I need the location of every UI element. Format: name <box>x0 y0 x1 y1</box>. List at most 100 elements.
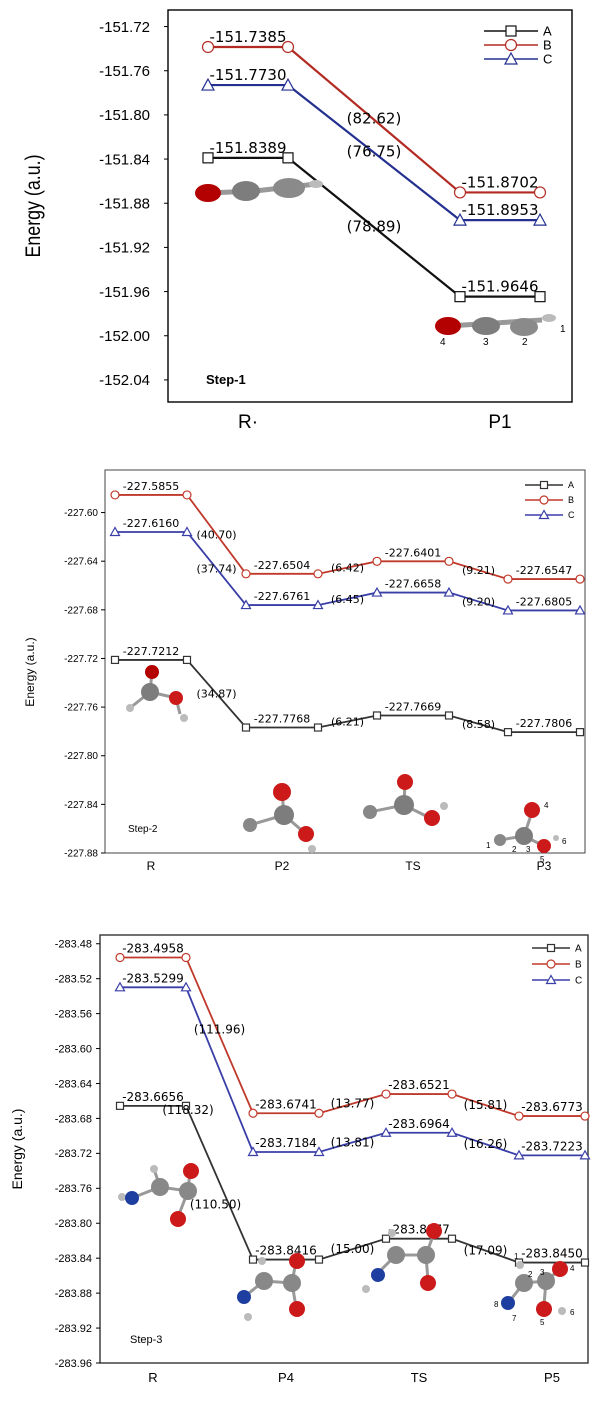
barrier-labels: (40.70) (37.74) (6.42) (6.45) (9.21) (9.20) (3… <box>196 528 495 730</box>
marker-circle <box>182 490 192 500</box>
atom-number: 1 <box>514 1252 519 1261</box>
energy-level-label: -227.6401 <box>385 546 441 559</box>
level-labels: -283.6656-283.8416-283.8177-283.8450-283… <box>122 942 583 1261</box>
marker-circle <box>503 574 513 584</box>
marker-triangle <box>579 1149 591 1160</box>
marker-square <box>372 711 382 720</box>
atom-number: 4 <box>440 337 446 348</box>
marker-circle <box>110 490 120 500</box>
marker-triangle <box>181 526 193 537</box>
energy-level-label: -283.6773 <box>521 1100 583 1114</box>
molecule-p4 <box>237 1253 305 1321</box>
atom-number: 2 <box>512 845 517 854</box>
molecule-p5: 1 2 3 4 5 6 7 8 <box>494 1252 575 1327</box>
y-tick-label: -227.88 <box>64 849 98 860</box>
atom-number: 6 <box>562 837 567 846</box>
y-tick-label: -227.72 <box>64 654 98 665</box>
energy-level-label: -227.7806 <box>516 717 572 730</box>
energy-level-label: -227.6160 <box>123 517 179 530</box>
barrier-label: (76.75) <box>347 143 402 161</box>
marker-circle <box>314 1108 324 1118</box>
y-tick-label: -283.76 <box>55 1183 92 1195</box>
barrier-label: (111.96) <box>194 1023 245 1037</box>
marker-circle <box>248 1108 258 1118</box>
marker-triangle <box>380 1127 392 1137</box>
legend-label: B <box>568 495 574 505</box>
legend-label: A <box>568 480 574 490</box>
plot-frame <box>99 934 589 1364</box>
x-ticks: R P4 TS P5 <box>148 1370 560 1385</box>
barrier-label: (8.58) <box>462 718 495 731</box>
marker-square <box>503 728 513 737</box>
atom-number: 3 <box>540 1268 545 1277</box>
series-line-B <box>115 494 580 580</box>
atom-number: 4 <box>570 1264 575 1273</box>
marker-circle <box>539 495 549 505</box>
x-tick-label: P2 <box>275 859 290 873</box>
y-tick-label: -151.80 <box>99 107 150 124</box>
series-line-C <box>208 83 540 222</box>
marker-circle <box>313 569 323 579</box>
molecule-reactant <box>195 178 323 202</box>
energy-level-label: -227.7669 <box>385 700 441 713</box>
marker-triangle <box>200 77 216 91</box>
legend: ABC <box>532 944 582 987</box>
marker-square <box>248 1255 258 1264</box>
energy-level-label: -283.6964 <box>388 1117 450 1131</box>
molecule-reactant <box>126 665 188 722</box>
marker-circle <box>381 1089 391 1099</box>
x-tick-label: TS <box>411 1370 428 1385</box>
marker-triangle <box>114 981 126 992</box>
molecule-ts <box>363 774 448 826</box>
marker-triangle <box>371 586 383 597</box>
series-line-B <box>120 956 585 1117</box>
marker-square <box>110 655 120 665</box>
y-tick-label: -227.60 <box>64 508 98 519</box>
legend: ABC <box>484 24 552 67</box>
marker-triangle <box>280 77 296 91</box>
energy-level-label: -227.7768 <box>254 713 310 726</box>
y-tick-label: -283.84 <box>55 1253 92 1265</box>
marker-square <box>534 291 546 303</box>
molecule-product: 4 3 2 1 <box>435 314 566 348</box>
x-tick-label: R <box>148 1370 157 1385</box>
atom-number: 1 <box>560 324 566 335</box>
y-tick-label: -227.84 <box>64 800 98 811</box>
barrier-label: (118.32) <box>162 1103 213 1117</box>
marker-square <box>539 480 549 490</box>
marker-square <box>115 1101 125 1110</box>
y-tick-label: -283.48 <box>55 939 92 951</box>
legend-label: C <box>543 52 552 67</box>
atom-number: 5 <box>540 1318 545 1327</box>
series-line-A <box>120 1104 585 1264</box>
level-labels: -151.8389 -151.9646 -151.7385 -151.8702 -151… <box>210 28 539 296</box>
marker-square <box>202 152 214 164</box>
legend: ABC <box>525 480 575 520</box>
y-tick-label: -283.56 <box>55 1008 92 1020</box>
energy-level-label: -283.6741 <box>255 1097 317 1111</box>
energy-level-label: -283.6521 <box>388 1078 450 1092</box>
barrier-label: (34.87) <box>196 688 236 701</box>
step-label: Step-1 <box>206 372 246 387</box>
marker-triangle <box>443 586 455 597</box>
barrier-label: (6.21) <box>331 716 364 729</box>
y-tick-label: -151.72 <box>99 19 150 36</box>
marker-circle <box>447 1089 457 1099</box>
energy-level-label: -151.7385 <box>210 28 287 46</box>
marker-triangle <box>502 604 514 615</box>
series-lines <box>200 40 548 303</box>
marker-square <box>546 943 556 953</box>
atom-number: 6 <box>570 1308 575 1317</box>
energy-level-label: -283.5299 <box>122 971 184 985</box>
y-tick-label: -151.96 <box>99 284 150 301</box>
barrier-label: (78.89) <box>347 217 402 235</box>
barrier-label: (6.45) <box>331 593 364 606</box>
energy-level-label: -227.7212 <box>123 645 179 658</box>
barrier-label: (16.26) <box>464 1137 508 1151</box>
marker-circle <box>241 569 251 579</box>
marker-triangle <box>180 981 192 992</box>
energy-level-label: -283.7223 <box>521 1139 583 1153</box>
energy-level-label: -283.7184 <box>255 1136 317 1150</box>
y-tick-label: -227.64 <box>64 557 98 568</box>
x-tick-label: TS <box>405 859 420 873</box>
